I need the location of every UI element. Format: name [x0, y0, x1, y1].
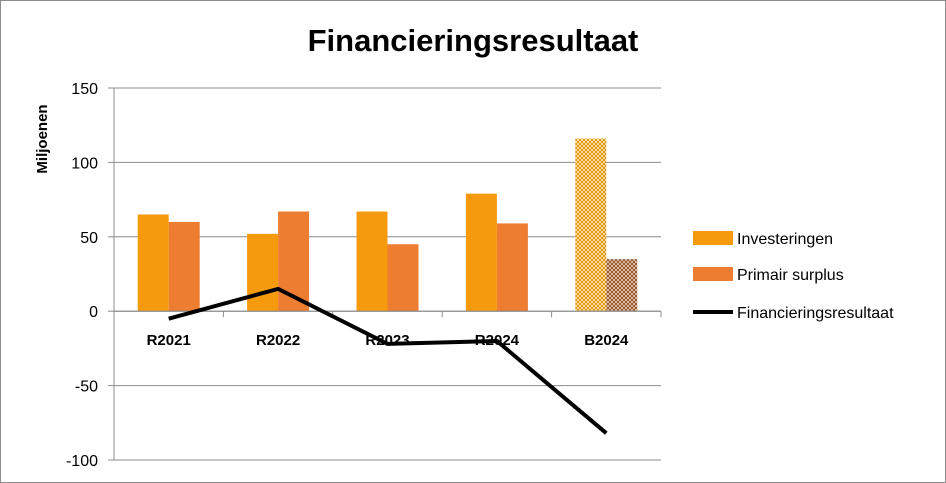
bar-investeringen-r2023 [356, 211, 388, 312]
legend-label-financieringsresultaat: Financieringsresultaat [737, 305, 894, 322]
legend-swatch-primair-surplus [693, 267, 733, 281]
y-tick-label: 100 [71, 155, 98, 172]
y-tick-label: -100 [66, 453, 98, 470]
category-label: R2022 [256, 332, 300, 349]
y-tick-label: 150 [71, 81, 98, 98]
bar-investeringen-r2021 [137, 214, 169, 312]
bar-primair-surplus-r2024 [496, 223, 528, 312]
bar-investeringen-r2022 [247, 233, 279, 312]
bar-investeringen-r2024 [465, 193, 497, 312]
legend-label-primair-surplus: Primair surplus [737, 267, 844, 284]
legend: Investeringen Primair surplus Financiering… [693, 231, 894, 322]
y-axis-label: Miljoenen [34, 104, 51, 173]
bar-investeringen-b2024 [575, 138, 607, 312]
y-tick-label: 50 [80, 230, 98, 247]
bar-primair-surplus-r2021 [168, 221, 200, 312]
bar-primair-surplus-b2024 [606, 259, 638, 312]
chart-title: Financieringsresultaat [308, 23, 639, 58]
category-label: R2021 [147, 332, 191, 349]
legend-swatch-investeringen [693, 231, 733, 245]
y-tick-label: 0 [89, 304, 98, 321]
financieringsresultaat-line [168, 286, 608, 435]
bars-layer [114, 138, 661, 312]
category-label: B2024 [584, 332, 629, 349]
legend-label-investeringen: Investeringen [737, 231, 833, 248]
y-tick-label: -50 [75, 379, 98, 396]
line-layer [168, 286, 608, 435]
bar-primair-surplus-r2023 [387, 244, 419, 312]
category-labels: R2021 R2022 R2023 R2024 B2024 [147, 332, 629, 349]
